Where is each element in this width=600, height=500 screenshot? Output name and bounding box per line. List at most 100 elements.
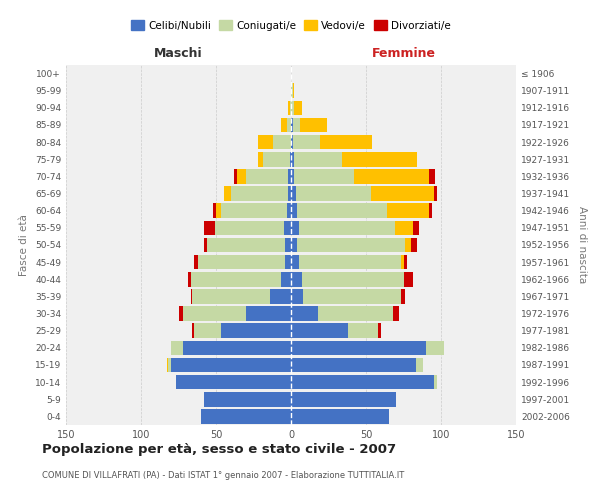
Bar (354, 169, 429, 184)
Bar (192, 289, 270, 304)
Bar (215, 220, 284, 235)
Bar (300, 118, 327, 132)
Bar (318, 306, 393, 321)
Bar (404, 272, 413, 286)
Bar (413, 220, 419, 235)
Legend: Celibi/Nubili, Coniugati/e, Vedovi/e, Divorziati/e: Celibi/Nubili, Coniugati/e, Vedovi/e, Di… (127, 16, 455, 35)
Bar (270, 289, 291, 304)
Bar (371, 186, 433, 201)
Bar (291, 238, 297, 252)
Bar (179, 306, 183, 321)
Bar (294, 169, 354, 184)
Bar (273, 135, 291, 150)
Bar (291, 220, 299, 235)
Bar (191, 272, 281, 286)
Bar (291, 306, 318, 321)
Bar (297, 204, 387, 218)
Bar (342, 152, 417, 166)
Bar (291, 84, 293, 98)
Bar (291, 152, 294, 166)
Bar (291, 204, 297, 218)
Bar (297, 238, 405, 252)
Bar (290, 100, 291, 115)
Bar (204, 238, 207, 252)
Bar (171, 358, 291, 372)
Bar (348, 324, 378, 338)
Bar (433, 186, 437, 201)
Bar (237, 169, 246, 184)
Text: Popolazione per età, sesso e stato civile - 2007: Popolazione per età, sesso e stato civil… (42, 442, 396, 456)
Bar (192, 324, 193, 338)
Bar (183, 306, 246, 321)
Bar (284, 220, 291, 235)
Bar (393, 306, 399, 321)
Y-axis label: Fasce di età: Fasce di età (19, 214, 29, 276)
Bar (302, 272, 404, 286)
Text: Maschi: Maschi (154, 47, 203, 60)
Bar (401, 255, 404, 270)
Bar (234, 169, 237, 184)
Text: COMUNE DI VILLAFRATI (PA) - Dati ISTAT 1° gennaio 2007 - Elaborazione TUTTITALIA: COMUNE DI VILLAFRATI (PA) - Dati ISTAT 1… (42, 470, 404, 480)
Bar (294, 152, 342, 166)
Bar (204, 392, 291, 406)
Bar (299, 255, 401, 270)
Bar (198, 255, 285, 270)
Bar (246, 306, 291, 321)
Bar (433, 375, 437, 390)
Bar (281, 272, 291, 286)
Bar (223, 186, 231, 201)
Bar (246, 169, 288, 184)
Bar (213, 204, 216, 218)
Bar (291, 169, 294, 184)
Bar (426, 340, 444, 355)
Bar (296, 186, 371, 201)
Bar (167, 358, 168, 372)
Bar (168, 358, 171, 372)
Bar (288, 169, 291, 184)
Bar (281, 118, 287, 132)
Bar (291, 118, 293, 132)
Bar (221, 204, 287, 218)
Bar (291, 186, 296, 201)
Bar (378, 324, 381, 338)
Bar (183, 340, 291, 355)
Bar (258, 135, 273, 150)
Bar (201, 409, 291, 424)
Text: Femmine: Femmine (371, 47, 436, 60)
Bar (191, 289, 192, 304)
Bar (193, 324, 221, 338)
Bar (187, 272, 191, 286)
Bar (291, 135, 293, 150)
Bar (429, 204, 432, 218)
Bar (193, 255, 198, 270)
Bar (395, 220, 413, 235)
Bar (258, 152, 263, 166)
Bar (415, 358, 423, 372)
Bar (221, 324, 291, 338)
Bar (291, 375, 433, 390)
Bar (291, 289, 303, 304)
Bar (291, 255, 299, 270)
Bar (290, 152, 291, 166)
Bar (293, 135, 320, 150)
Bar (293, 118, 300, 132)
Bar (429, 169, 435, 184)
Bar (263, 152, 290, 166)
Bar (285, 255, 291, 270)
Bar (288, 186, 291, 201)
Bar (291, 324, 348, 338)
Bar (287, 118, 291, 132)
Bar (405, 238, 411, 252)
Bar (231, 186, 288, 201)
Y-axis label: Anni di nascita: Anni di nascita (577, 206, 587, 284)
Bar (176, 375, 291, 390)
Bar (285, 238, 291, 252)
Bar (294, 100, 302, 115)
Bar (404, 255, 407, 270)
Bar (216, 204, 221, 218)
Bar (291, 272, 302, 286)
Bar (291, 392, 396, 406)
Bar (401, 289, 405, 304)
Bar (291, 409, 389, 424)
Bar (293, 84, 294, 98)
